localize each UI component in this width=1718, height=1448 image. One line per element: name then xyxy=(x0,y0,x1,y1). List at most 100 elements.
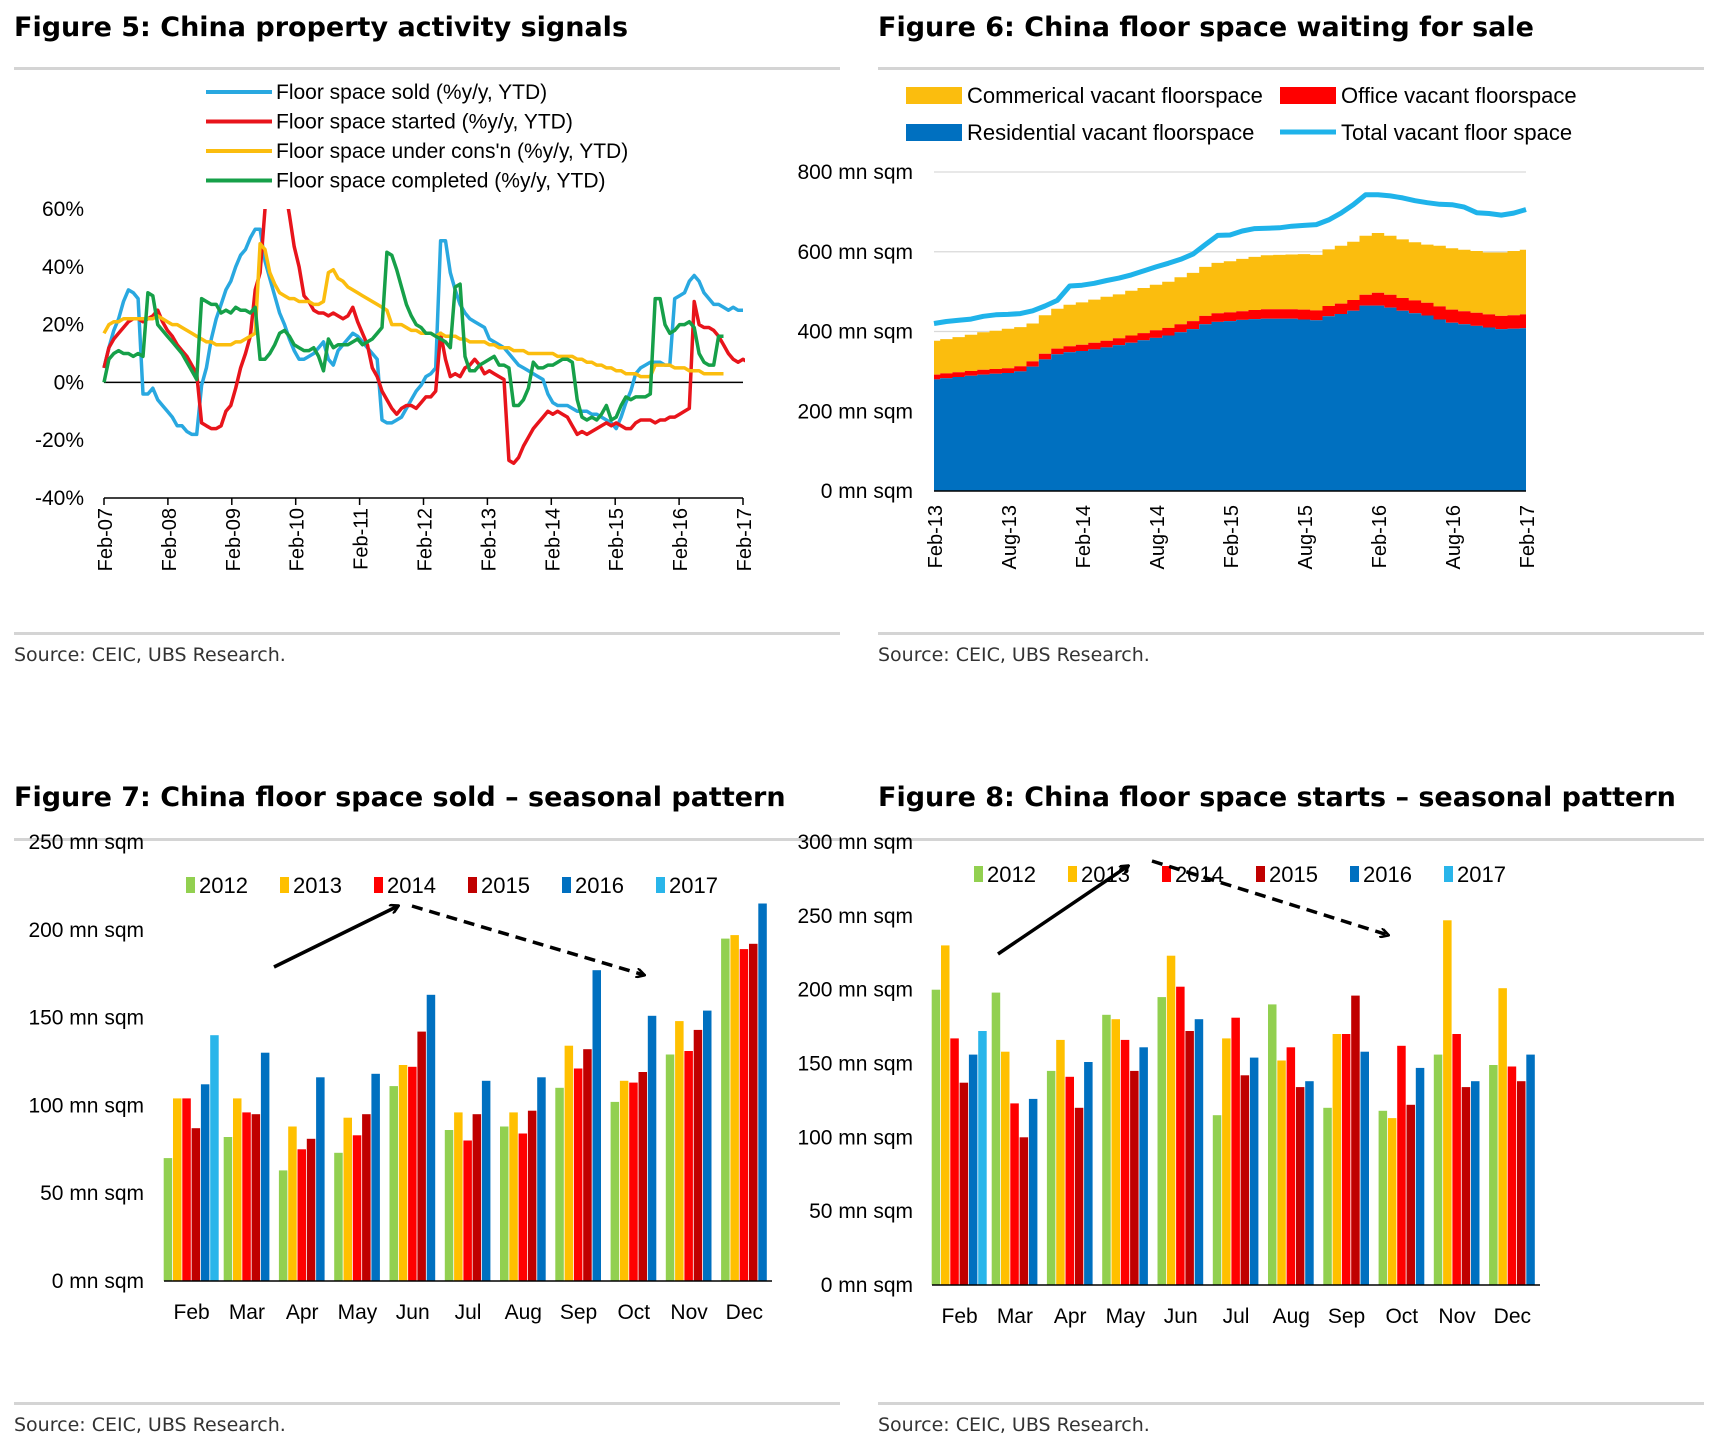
bar-aug-2015 xyxy=(527,1110,537,1281)
area-office-vacant xyxy=(934,292,1526,380)
y-tick-label: 0 mn sqm xyxy=(821,1274,913,1297)
bar-feb-2012 xyxy=(163,1158,173,1281)
bar-may-2014 xyxy=(352,1135,362,1281)
figure-5-source: Source: CEIC, UBS Research. xyxy=(14,644,286,666)
y-tick-label: 0% xyxy=(54,371,84,394)
bar-oct-2016 xyxy=(647,1015,657,1281)
bar-apr-2016 xyxy=(1084,1062,1093,1285)
bar-dec-2014 xyxy=(1507,1066,1517,1285)
x-tick-label: Jul xyxy=(455,1301,482,1324)
legend-label: 2015 xyxy=(1269,862,1318,887)
figure-6-bottom-rule xyxy=(878,632,1704,635)
bar-may-2012 xyxy=(1102,1014,1111,1285)
figure-8-source: Source: CEIC, UBS Research. xyxy=(878,1414,1150,1436)
bar-jun-2015 xyxy=(1185,1031,1194,1285)
legend-label: 2012 xyxy=(199,873,248,898)
bar-mar-2015 xyxy=(1019,1137,1029,1285)
bar-feb-2016 xyxy=(200,1084,210,1281)
legend-label: 2015 xyxy=(481,873,530,898)
bar-aug-2014 xyxy=(1286,1047,1296,1285)
y-tick-label: 250 mn sqm xyxy=(797,905,913,928)
y-tick-label: 600 mn sqm xyxy=(797,241,913,264)
legend-label: Floor space completed (%y/y, YTD) xyxy=(276,170,606,193)
legend-swatch-2015 xyxy=(1256,866,1265,882)
series-line-floor-space-completed-y-y-ytd xyxy=(102,250,724,422)
legend-label: Residential vacant floorspace xyxy=(967,120,1254,145)
x-tick-label: Feb-13 xyxy=(478,508,500,571)
legend-swatch-residential-vacant-floorspace xyxy=(906,124,962,141)
x-tick-label: Jun xyxy=(396,1301,430,1324)
bar-dec-2013 xyxy=(1498,988,1507,1285)
figure-5-chart: -40% -20% 0% 20% 40% 60% Feb-07 Feb-08 Feb-09 Feb… xyxy=(35,81,756,571)
y-tick-label: 800 mn sqm xyxy=(797,161,913,184)
bar-jun-2016 xyxy=(426,994,436,1281)
chart5-series-group xyxy=(102,209,745,466)
bar-jul-2014 xyxy=(463,1140,472,1281)
bar-mar-2012 xyxy=(991,992,1001,1285)
series-line-floor-space-under-cons-n-y-y-ytd xyxy=(102,241,724,379)
bar-may-2014 xyxy=(1120,1039,1130,1285)
bar-may-2012 xyxy=(334,1152,343,1281)
y-tick-label: 200 mn sqm xyxy=(797,400,913,423)
bar-may-2016 xyxy=(1139,1047,1148,1285)
bar-jul-2013 xyxy=(454,1112,463,1281)
bar-apr-2016 xyxy=(316,1077,325,1281)
figure-8-bottom-rule xyxy=(878,1402,1704,1405)
legend-label: 2014 xyxy=(1175,862,1224,887)
bar-sep-2012 xyxy=(555,1087,564,1281)
bar-jul-2015 xyxy=(1240,1075,1250,1285)
legend-label: 2014 xyxy=(387,873,436,898)
x-tick-label: Feb-17 xyxy=(1517,505,1539,568)
bar-jun-2016 xyxy=(1194,1019,1204,1285)
y-tick-label: -40% xyxy=(35,487,84,510)
y-tick-label: 300 mn sqm xyxy=(797,831,913,854)
x-tick-label: Nov xyxy=(1438,1305,1476,1328)
x-tick-label: Feb-16 xyxy=(670,508,692,571)
y-tick-label: 40% xyxy=(42,256,84,279)
bar-feb-2015 xyxy=(959,1082,969,1285)
x-tick-label: Aug-15 xyxy=(1295,505,1317,570)
trend-arrow-solid xyxy=(273,906,398,969)
bar-jun-2015 xyxy=(417,1031,426,1281)
series-line-total-vacant xyxy=(933,192,1527,326)
bar-nov-2012 xyxy=(1433,1054,1443,1285)
bar-sep-2013 xyxy=(564,1045,574,1281)
bar-mar-2012 xyxy=(223,1137,233,1281)
bar-jul-2015 xyxy=(472,1114,482,1281)
bar-sep-2013 xyxy=(1332,1034,1342,1285)
x-tick-label: Feb xyxy=(174,1301,210,1324)
bar-oct-2015 xyxy=(638,1072,647,1281)
x-tick-label: Feb-12 xyxy=(415,508,437,571)
x-tick-label: Feb-17 xyxy=(734,508,756,571)
legend-swatch-2017 xyxy=(1444,866,1453,882)
bar-jun-2014 xyxy=(1176,986,1185,1285)
y-tick-label: 400 mn sqm xyxy=(797,321,913,344)
figure-5-bottom-rule xyxy=(14,632,840,635)
legend-label: 2017 xyxy=(1457,862,1506,887)
bar-nov-2014 xyxy=(684,1051,693,1281)
bar-nov-2013 xyxy=(675,1021,684,1281)
bar-apr-2012 xyxy=(1046,1070,1056,1285)
bar-aug-2013 xyxy=(1277,1060,1286,1285)
figure-7-top-rule xyxy=(14,838,840,841)
bar-nov-2014 xyxy=(1452,1034,1461,1285)
area-residential-vacant xyxy=(934,305,1526,491)
y-tick-label: 50 mn sqm xyxy=(40,1182,144,1205)
bar-feb-2017 xyxy=(210,1035,219,1281)
y-tick-label: 200 mn sqm xyxy=(28,919,144,942)
bar-nov-2013 xyxy=(1443,920,1452,1285)
legend-swatch-2012 xyxy=(186,877,195,893)
figure-8-chart: 0 mn sqm 50 mn sqm 100 mn sqm 150 mn sqm 200… xyxy=(797,831,1540,1328)
bar-feb-2012 xyxy=(931,989,941,1285)
y-tick-label: 200 mn sqm xyxy=(797,979,913,1002)
bar-apr-2013 xyxy=(1056,1039,1065,1285)
legend-label: 2016 xyxy=(1363,862,1412,887)
x-tick-label: Feb-11 xyxy=(351,508,373,570)
bar-oct-2012 xyxy=(1378,1110,1388,1285)
trend-arrow-dashed xyxy=(1151,859,1388,935)
bar-dec-2015 xyxy=(749,943,758,1281)
bar-jun-2013 xyxy=(1166,955,1176,1285)
bar-nov-2012 xyxy=(665,1054,675,1281)
y-tick-label: 0 mn sqm xyxy=(821,480,913,503)
bar-apr-2013 xyxy=(288,1126,297,1281)
